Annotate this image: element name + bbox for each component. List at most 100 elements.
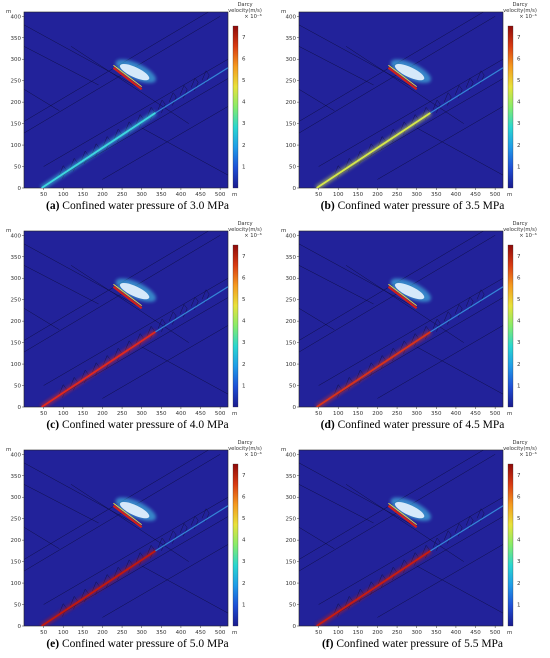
- stratum-line: [416, 346, 503, 395]
- y-tick-label: 0: [293, 405, 297, 411]
- x-tick-label: 50: [315, 192, 322, 198]
- stratum-line: [70, 46, 189, 124]
- plot-content: [299, 12, 503, 188]
- chart-svg-c: 50 100 150 200 250 300 350 400 450 500 m 0 50 100 150 2…: [6, 221, 262, 417]
- colorbar-tick-label: 7: [517, 473, 521, 479]
- panel-label: (c): [46, 419, 60, 431]
- colorbar-title: Darcy: [237, 2, 252, 8]
- y-tick-label: 50: [14, 165, 21, 171]
- stratum-line: [102, 106, 228, 180]
- y-tick-label: 300: [286, 276, 297, 282]
- colorbar-tick-label: 3: [242, 340, 246, 346]
- stratum-line: [24, 89, 60, 111]
- colorbar: [232, 25, 239, 189]
- colorbar: [507, 463, 514, 627]
- stratum-line: [24, 12, 209, 122]
- x-tick-label: 250: [392, 411, 403, 417]
- stratum-line: [318, 59, 503, 167]
- colorbar-title-unit: velocity(m/s): [228, 8, 262, 14]
- colorbar-tick-label: 7: [517, 35, 521, 41]
- panel-caption-text: Confined water pressure of 5.5 MPa: [333, 638, 504, 650]
- x-tick-label: 200: [97, 192, 108, 198]
- colorbar-tick-label: 3: [517, 559, 521, 565]
- x-tick-label: 400: [451, 192, 462, 198]
- fracture-mark: [201, 289, 210, 303]
- stratum-line: [318, 497, 503, 605]
- x-tick-label: 150: [78, 192, 89, 198]
- stratum-line: [299, 462, 417, 528]
- fracture-mark: [476, 289, 485, 303]
- stratum-line: [345, 484, 464, 562]
- chart-svg-a: 50 100 150 200 250 300 350 400 450 500 m 0 50 100 150 2…: [6, 2, 262, 198]
- fracture-mark: [190, 296, 199, 311]
- y-tick-label: 400: [286, 14, 297, 20]
- stratum-line: [24, 462, 142, 528]
- fracture-mark: [201, 508, 210, 522]
- colorbar-tick-label: 1: [517, 164, 521, 170]
- colorbar: [232, 463, 239, 627]
- stratum-line: [102, 325, 228, 399]
- stratum-line: [24, 265, 99, 305]
- y-tick-label: 350: [286, 255, 297, 261]
- chart-svg-f: 50 100 150 200 250 300 350 400 450 500 m 0 50 100 150 2…: [281, 440, 537, 636]
- stratum-line: [299, 308, 335, 330]
- chart-svg-e: 50 100 150 200 250 300 350 400 450 500 m 0 50 100 150 2…: [6, 440, 262, 636]
- x-unit-label: m: [507, 411, 512, 417]
- colorbar-tick-label: 1: [517, 383, 521, 389]
- x-tick-label: 500: [490, 411, 501, 417]
- colorbar-multiplier: × 10⁻⁶: [244, 452, 261, 458]
- panel-caption: (a) Confined water pressure of 3.0 MPa: [0, 200, 275, 212]
- y-tick-label: 50: [14, 603, 21, 609]
- goaf-high-velocity: [387, 504, 418, 529]
- fault-upper: [155, 286, 228, 333]
- x-tick-label: 500: [215, 630, 226, 636]
- colorbar-multiplier: × 10⁻⁶: [519, 14, 536, 20]
- colorbar-tick-label: 2: [242, 143, 246, 149]
- x-tick-label: 150: [78, 411, 89, 417]
- stratum-line: [299, 527, 335, 549]
- plume-core: [119, 63, 150, 81]
- y-unit-label: m: [281, 9, 286, 15]
- stratum-line: [299, 265, 374, 305]
- colorbar-title-unit: velocity(m/s): [503, 227, 537, 233]
- plot-area: [298, 11, 504, 189]
- y-unit-label: m: [281, 447, 286, 453]
- y-tick-label: 100: [286, 143, 297, 149]
- panel-caption-text: Confined water pressure of 5.0 MPa: [59, 638, 229, 650]
- x-tick-label: 300: [136, 630, 147, 636]
- plume-core: [394, 63, 425, 81]
- panel-e: 50 100 150 200 250 300 350 400 450 500 m 0 50 100 150 2…: [0, 438, 275, 657]
- panel-caption-text: Confined water pressure of 3.5 MPa: [334, 200, 505, 212]
- colorbar-title: Darcy: [237, 221, 252, 227]
- stratum-line: [24, 450, 209, 560]
- x-tick-label: 150: [353, 411, 364, 417]
- panel-c: 50 100 150 200 250 300 350 400 450 500 m 0 50 100 150 2…: [0, 219, 275, 438]
- x-tick-label: 50: [315, 630, 322, 636]
- stratum-line: [24, 24, 142, 90]
- stratum-line: [299, 46, 374, 86]
- y-tick-label: 250: [11, 79, 22, 85]
- y-tick-label: 350: [286, 474, 297, 480]
- y-tick-label: 150: [11, 122, 22, 128]
- y-tick-label: 250: [11, 298, 22, 304]
- stratum-line: [43, 497, 228, 605]
- colorbar-tick-label: 1: [242, 383, 246, 389]
- colorbar-tick-label: 4: [517, 538, 521, 544]
- panel-a: 50 100 150 200 250 300 350 400 450 500 m 0 50 100 150 2…: [0, 0, 275, 219]
- x-tick-label: 100: [58, 411, 69, 417]
- x-tick-label: 400: [451, 630, 462, 636]
- plot-content: [24, 231, 228, 407]
- colorbar-tick-label: 4: [517, 319, 521, 325]
- x-tick-label: 350: [156, 630, 167, 636]
- x-tick-label: 350: [156, 411, 167, 417]
- colorbar-tick-label: 1: [242, 164, 246, 170]
- y-tick-label: 100: [11, 362, 22, 368]
- y-unit-label: m: [6, 9, 11, 15]
- y-tick-label: 150: [286, 122, 297, 128]
- inrush-plume: [387, 497, 432, 529]
- fault-seepage: [41, 112, 156, 188]
- y-tick-label: 100: [11, 581, 22, 587]
- plot-area: [23, 449, 229, 627]
- panel-label: (e): [46, 638, 60, 650]
- colorbar-multiplier: × 10⁻⁶: [519, 452, 536, 458]
